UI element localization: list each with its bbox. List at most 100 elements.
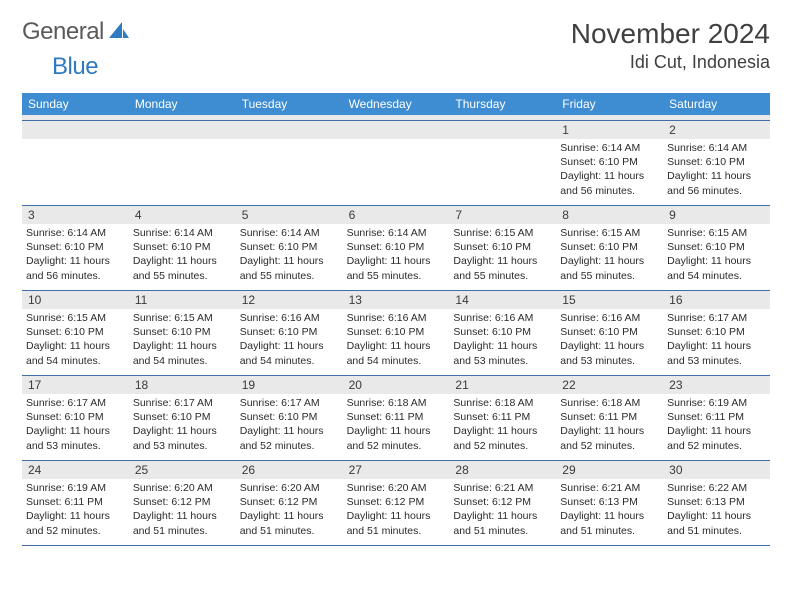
daylight-text: Daylight: 11 hours and 52 minutes. [347,424,446,452]
calendar-page: General November 2024 Idi Cut, Indonesia… [0,0,792,560]
day-number: 2 [663,121,770,139]
day-number: 24 [22,461,129,479]
day-number: 14 [449,291,556,309]
sunset-text: Sunset: 6:12 PM [347,495,446,509]
day-number: 20 [343,376,450,394]
day-cell: 26Sunrise: 6:20 AMSunset: 6:12 PMDayligh… [236,461,343,545]
daylight-text: Daylight: 11 hours and 55 minutes. [347,254,446,282]
day-cell: 29Sunrise: 6:21 AMSunset: 6:13 PMDayligh… [556,461,663,545]
sunset-text: Sunset: 6:10 PM [667,240,766,254]
day-cell: 21Sunrise: 6:18 AMSunset: 6:11 PMDayligh… [449,376,556,460]
sunset-text: Sunset: 6:10 PM [133,240,232,254]
day-cell: 1Sunrise: 6:14 AMSunset: 6:10 PMDaylight… [556,121,663,205]
daylight-text: Daylight: 11 hours and 53 minutes. [26,424,125,452]
sunrise-text: Sunrise: 6:14 AM [667,141,766,155]
sunset-text: Sunset: 6:10 PM [667,155,766,169]
sunset-text: Sunset: 6:10 PM [453,240,552,254]
day-cell: 19Sunrise: 6:17 AMSunset: 6:10 PMDayligh… [236,376,343,460]
sunrise-text: Sunrise: 6:18 AM [453,396,552,410]
sunrise-text: Sunrise: 6:14 AM [240,226,339,240]
sunset-text: Sunset: 6:11 PM [560,410,659,424]
calendar-grid: Sunday Monday Tuesday Wednesday Thursday… [22,93,770,546]
weeks-container: 1Sunrise: 6:14 AMSunset: 6:10 PMDaylight… [22,121,770,546]
title-block: November 2024 Idi Cut, Indonesia [571,18,770,73]
daylight-text: Daylight: 11 hours and 55 minutes. [560,254,659,282]
daylight-text: Daylight: 11 hours and 54 minutes. [667,254,766,282]
dow-saturday: Saturday [663,93,770,115]
sunset-text: Sunset: 6:11 PM [667,410,766,424]
daylight-text: Daylight: 11 hours and 51 minutes. [667,509,766,537]
day-cell [129,121,236,205]
day-number: 19 [236,376,343,394]
day-cell: 3Sunrise: 6:14 AMSunset: 6:10 PMDaylight… [22,206,129,290]
sunset-text: Sunset: 6:11 PM [26,495,125,509]
day-cell: 28Sunrise: 6:21 AMSunset: 6:12 PMDayligh… [449,461,556,545]
day-number-empty [236,121,343,139]
day-number: 6 [343,206,450,224]
daylight-text: Daylight: 11 hours and 56 minutes. [560,169,659,197]
day-number: 4 [129,206,236,224]
daylight-text: Daylight: 11 hours and 55 minutes. [240,254,339,282]
sunrise-text: Sunrise: 6:15 AM [560,226,659,240]
daylight-text: Daylight: 11 hours and 52 minutes. [667,424,766,452]
logo-text-general: General [22,18,104,46]
day-cell: 25Sunrise: 6:20 AMSunset: 6:12 PMDayligh… [129,461,236,545]
day-number: 13 [343,291,450,309]
day-cell: 22Sunrise: 6:18 AMSunset: 6:11 PMDayligh… [556,376,663,460]
sunrise-text: Sunrise: 6:21 AM [560,481,659,495]
sunset-text: Sunset: 6:10 PM [240,325,339,339]
sunrise-text: Sunrise: 6:14 AM [560,141,659,155]
daylight-text: Daylight: 11 hours and 54 minutes. [240,339,339,367]
day-cell: 14Sunrise: 6:16 AMSunset: 6:10 PMDayligh… [449,291,556,375]
day-cell: 16Sunrise: 6:17 AMSunset: 6:10 PMDayligh… [663,291,770,375]
daylight-text: Daylight: 11 hours and 52 minutes. [560,424,659,452]
sunrise-text: Sunrise: 6:16 AM [453,311,552,325]
daylight-text: Daylight: 11 hours and 53 minutes. [133,424,232,452]
day-cell: 11Sunrise: 6:15 AMSunset: 6:10 PMDayligh… [129,291,236,375]
sunset-text: Sunset: 6:10 PM [133,325,232,339]
days-of-week-row: Sunday Monday Tuesday Wednesday Thursday… [22,93,770,115]
sunrise-text: Sunrise: 6:17 AM [133,396,232,410]
sunrise-text: Sunrise: 6:21 AM [453,481,552,495]
sunrise-text: Sunrise: 6:20 AM [347,481,446,495]
sunrise-text: Sunrise: 6:16 AM [240,311,339,325]
sunset-text: Sunset: 6:10 PM [560,325,659,339]
dow-wednesday: Wednesday [343,93,450,115]
dow-friday: Friday [556,93,663,115]
day-cell [449,121,556,205]
sunrise-text: Sunrise: 6:15 AM [133,311,232,325]
day-cell: 6Sunrise: 6:14 AMSunset: 6:10 PMDaylight… [343,206,450,290]
day-number: 23 [663,376,770,394]
sunrise-text: Sunrise: 6:22 AM [667,481,766,495]
daylight-text: Daylight: 11 hours and 52 minutes. [26,509,125,537]
day-cell: 5Sunrise: 6:14 AMSunset: 6:10 PMDaylight… [236,206,343,290]
sunset-text: Sunset: 6:10 PM [347,325,446,339]
day-number: 29 [556,461,663,479]
sunrise-text: Sunrise: 6:16 AM [560,311,659,325]
sunrise-text: Sunrise: 6:17 AM [240,396,339,410]
day-cell: 12Sunrise: 6:16 AMSunset: 6:10 PMDayligh… [236,291,343,375]
sunset-text: Sunset: 6:10 PM [667,325,766,339]
day-cell: 8Sunrise: 6:15 AMSunset: 6:10 PMDaylight… [556,206,663,290]
week-row: 3Sunrise: 6:14 AMSunset: 6:10 PMDaylight… [22,206,770,291]
dow-tuesday: Tuesday [236,93,343,115]
day-number: 1 [556,121,663,139]
daylight-text: Daylight: 11 hours and 54 minutes. [133,339,232,367]
week-row: 24Sunrise: 6:19 AMSunset: 6:11 PMDayligh… [22,461,770,546]
sunset-text: Sunset: 6:10 PM [26,410,125,424]
day-number: 22 [556,376,663,394]
daylight-text: Daylight: 11 hours and 53 minutes. [453,339,552,367]
sunrise-text: Sunrise: 6:20 AM [240,481,339,495]
daylight-text: Daylight: 11 hours and 56 minutes. [26,254,125,282]
day-cell: 13Sunrise: 6:16 AMSunset: 6:10 PMDayligh… [343,291,450,375]
day-number: 5 [236,206,343,224]
daylight-text: Daylight: 11 hours and 54 minutes. [26,339,125,367]
sunrise-text: Sunrise: 6:14 AM [347,226,446,240]
day-number: 30 [663,461,770,479]
logo-sail-icon [108,20,130,45]
day-number: 26 [236,461,343,479]
logo: General [22,18,132,46]
sunset-text: Sunset: 6:11 PM [453,410,552,424]
day-cell: 20Sunrise: 6:18 AMSunset: 6:11 PMDayligh… [343,376,450,460]
sunrise-text: Sunrise: 6:18 AM [347,396,446,410]
